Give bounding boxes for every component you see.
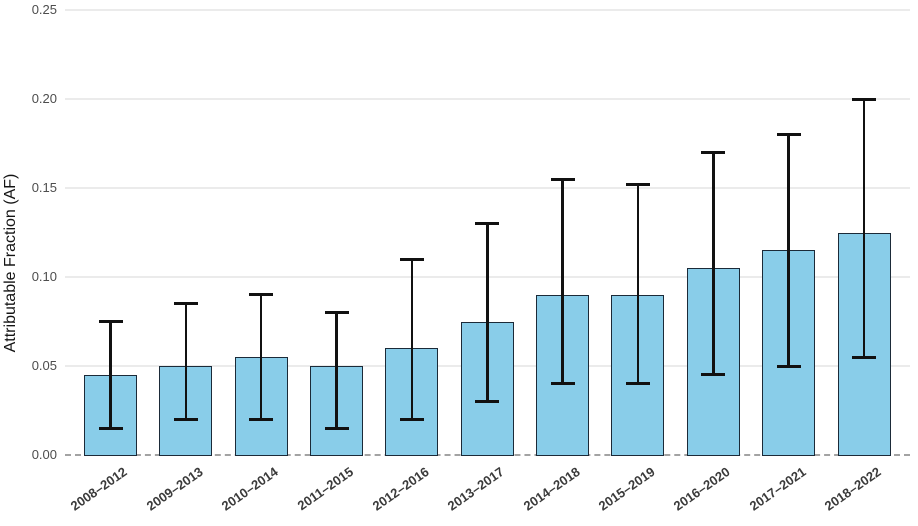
error-cap-bottom (701, 373, 726, 377)
error-cap-bottom (625, 382, 650, 386)
error-cap-top (776, 133, 801, 137)
gridline (65, 98, 910, 100)
error-cap-bottom (324, 426, 349, 430)
error-cap-top (701, 150, 726, 154)
error-cap-bottom (475, 400, 500, 404)
error-bar (486, 223, 489, 402)
error-bar (636, 184, 640, 384)
error-cap-top (324, 311, 349, 315)
error-cap-top (399, 257, 424, 261)
x-tick-label: 2010–2014 (218, 464, 281, 514)
error-cap-top (249, 293, 274, 297)
error-cap-top (625, 182, 650, 186)
error-bar (259, 294, 263, 420)
error-cap-bottom (550, 382, 575, 386)
y-tick-label: 0.15 (31, 180, 57, 195)
y-tick-label: 0.05 (31, 358, 57, 373)
gridline (65, 187, 910, 189)
error-bar (787, 134, 790, 366)
x-tick-label: 2011–2015 (294, 464, 357, 514)
error-cap-bottom (852, 355, 876, 359)
y-axis-title: Attributable Fraction (AF) (2, 173, 19, 353)
x-tick-label: 2014–2018 (520, 464, 583, 514)
error-bar (184, 303, 188, 420)
y-tick-label: 0.00 (31, 447, 57, 462)
error-cap-bottom (399, 417, 424, 421)
error-bar (561, 179, 564, 384)
y-tick-label: 0.10 (31, 269, 57, 284)
error-cap-bottom (173, 417, 198, 421)
error-cap-top (852, 97, 876, 101)
error-cap-top (550, 177, 575, 181)
error-bar (712, 152, 715, 375)
x-tick-label: 2008–2012 (68, 464, 131, 514)
y-tick-label: 0.20 (31, 91, 57, 106)
x-tick-label: 2016–2020 (671, 464, 733, 514)
x-tick-label: 2012–2016 (369, 464, 432, 514)
error-cap-bottom (249, 417, 274, 421)
x-tick-label: 2013–2017 (444, 464, 507, 514)
error-bar (410, 259, 414, 420)
error-bar (862, 99, 866, 358)
x-tick-label: 2009–2013 (143, 464, 206, 514)
x-tick-label: 2017–2021 (746, 464, 809, 514)
y-tick-label: 0.25 (31, 2, 57, 17)
error-cap-top (98, 320, 123, 323)
x-tick-label: 2015–2019 (595, 464, 658, 514)
gridline (65, 9, 910, 11)
error-cap-bottom (98, 426, 123, 430)
error-cap-bottom (776, 364, 801, 368)
x-tick-label: 2018–2022 (821, 464, 884, 514)
error-bar (335, 312, 338, 429)
error-cap-top (475, 222, 500, 226)
error-cap-top (173, 302, 198, 306)
error-bar (109, 321, 112, 429)
